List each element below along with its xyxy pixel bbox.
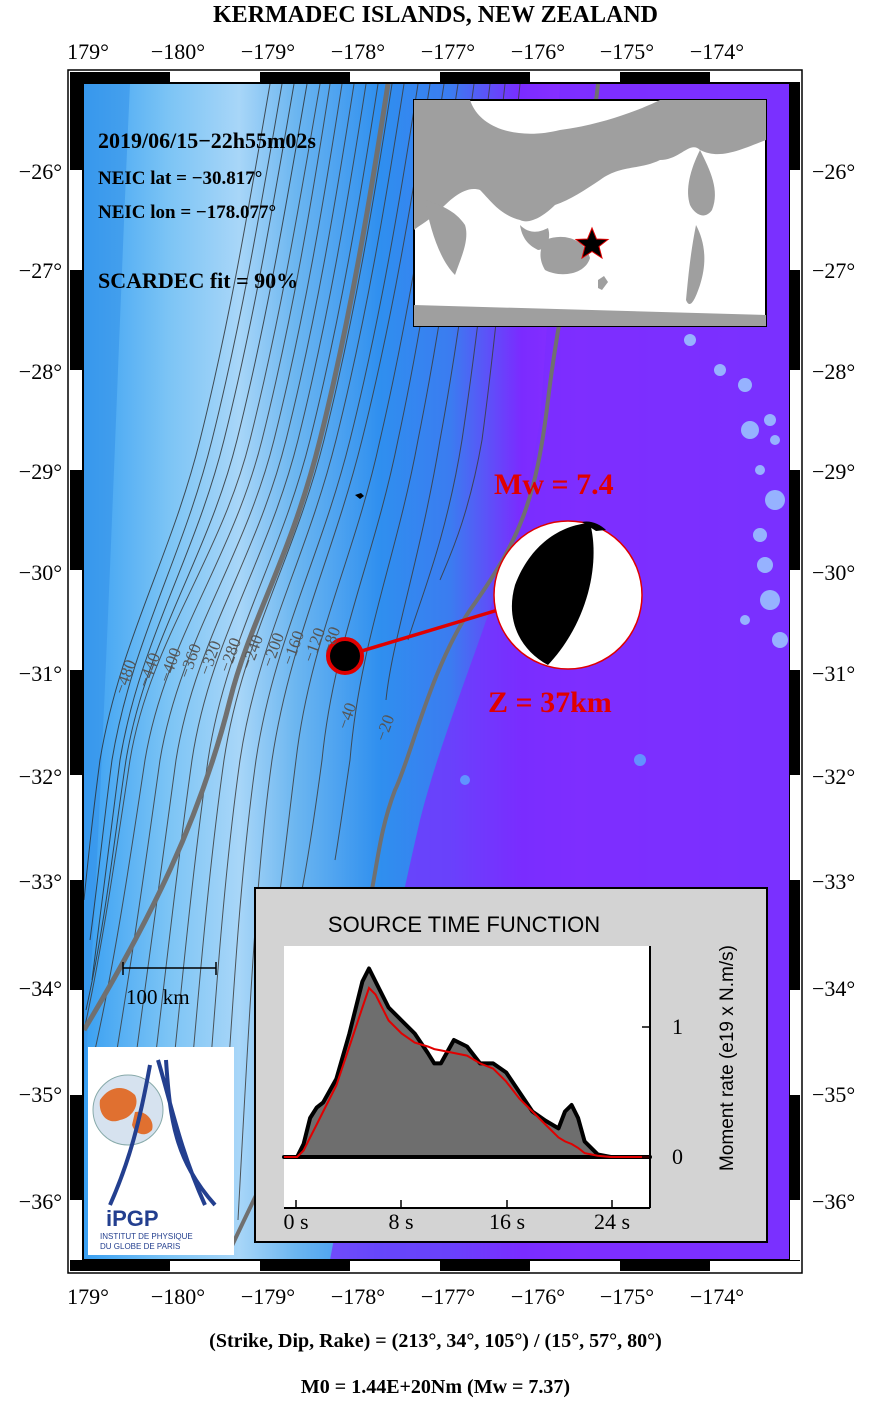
lon-label-top: −175°	[599, 39, 655, 64]
lon-label-bottom: −177°	[420, 1284, 476, 1309]
lat-label-left: −34°	[18, 976, 62, 1001]
stf-x-tick-label: 0 s	[283, 1209, 309, 1234]
magnitude-label: Mw = 7.4	[494, 468, 614, 501]
stf-x-tick-label: 24 s	[593, 1209, 631, 1234]
lon-label-bottom: −180°	[150, 1284, 206, 1309]
inset-world-map	[413, 99, 767, 327]
depth-label: Z = 37km	[488, 686, 612, 719]
seismic-moment: M0 = 1.44E+20Nm (Mw = 7.37)	[300, 1376, 571, 1398]
stf-panel	[254, 887, 768, 1243]
lat-label-left: −30°	[18, 560, 62, 585]
map-title: KERMADEC ISLANDS, NEW ZEALAND	[213, 2, 658, 28]
lon-label-bottom: −178°	[330, 1284, 386, 1309]
epicenter-marker	[326, 637, 364, 675]
stf-y-tick-label: 0	[672, 1144, 683, 1169]
lat-label-right: −35°	[812, 1082, 856, 1107]
lat-label-right: −27°	[812, 258, 856, 283]
stf-title: SOURCE TIME FUNCTION	[327, 912, 601, 937]
lat-label-right: −33°	[812, 869, 856, 894]
lon-label-top: −174°	[689, 39, 745, 64]
lon-label-top: −179°	[240, 39, 296, 64]
lon-label-top: −178°	[330, 39, 386, 64]
lon-label-bottom: −176°	[510, 1284, 566, 1309]
event-neic-lon: NEIC lon = −178.077°	[98, 202, 277, 223]
stf-fit-line	[284, 986, 650, 1158]
lon-label-top: −176°	[510, 39, 566, 64]
stf-y-tick-label: 1	[672, 1014, 683, 1039]
ipgp-logo	[88, 1047, 234, 1255]
lat-label-left: −26°	[18, 159, 62, 184]
scale-bar-label: 100 km	[126, 985, 190, 1009]
lat-label-right: −29°	[812, 459, 856, 484]
beachball	[493, 520, 643, 670]
lat-label-right: −31°	[812, 661, 856, 686]
lat-label-left: −27°	[18, 258, 62, 283]
lat-label-right: −30°	[812, 560, 856, 585]
beachball-connector	[344, 608, 499, 658]
lon-label-top: −177°	[420, 39, 476, 64]
lat-label-left: −29°	[18, 459, 62, 484]
nodal-planes: (Strike, Dip, Rake) = (213°, 34°, 105°) …	[209, 1330, 662, 1352]
event-neic-lat: NEIC lat = −30.817°	[98, 168, 263, 189]
lon-label-bottom: −174°	[689, 1284, 745, 1309]
stf-x-tick-label: 16 s	[488, 1209, 526, 1234]
lon-label-top: 179°	[67, 39, 109, 64]
lon-label-bottom: −175°	[599, 1284, 655, 1309]
lat-label-right: −26°	[812, 159, 856, 184]
stf-plot	[282, 966, 652, 1159]
event-datetime: 2019/06/15−22h55m02s	[98, 128, 316, 153]
event-scardec-fit: SCARDEC fit = 90%	[98, 268, 299, 293]
lat-label-left: −31°	[18, 661, 62, 686]
lat-label-left: −28°	[18, 359, 62, 384]
stf-y-axis-label: Moment rate (e19 x N.m/s)	[717, 945, 738, 1171]
lon-label-bottom: 179°	[67, 1284, 109, 1309]
lat-label-right: −34°	[812, 976, 856, 1001]
lat-label-left: −33°	[18, 869, 62, 894]
lat-label-left: −32°	[18, 764, 62, 789]
trench-line	[84, 84, 391, 1032]
inset-star-icon	[574, 226, 610, 260]
lon-label-top: −180°	[150, 39, 206, 64]
lat-label-right: −32°	[812, 764, 856, 789]
lon-label-bottom: −179°	[240, 1284, 296, 1309]
lat-label-right: −28°	[812, 359, 856, 384]
stf-x-tick-label: 8 s	[388, 1209, 414, 1234]
ipgp-logo-line1: INSTITUT DE PHYSIQUE	[100, 1232, 193, 1241]
scale-bar	[122, 962, 217, 975]
lat-label-left: −36°	[18, 1189, 62, 1214]
lat-label-left: −35°	[18, 1082, 62, 1107]
island-marker	[355, 493, 364, 499]
lat-label-right: −36°	[812, 1189, 856, 1214]
ipgp-logo-name: iPGP	[106, 1206, 159, 1231]
seamounts	[460, 334, 788, 785]
ipgp-logo-line2: DU GLOBE DE PARIS	[100, 1242, 181, 1251]
stf-observed-area	[282, 966, 652, 1159]
